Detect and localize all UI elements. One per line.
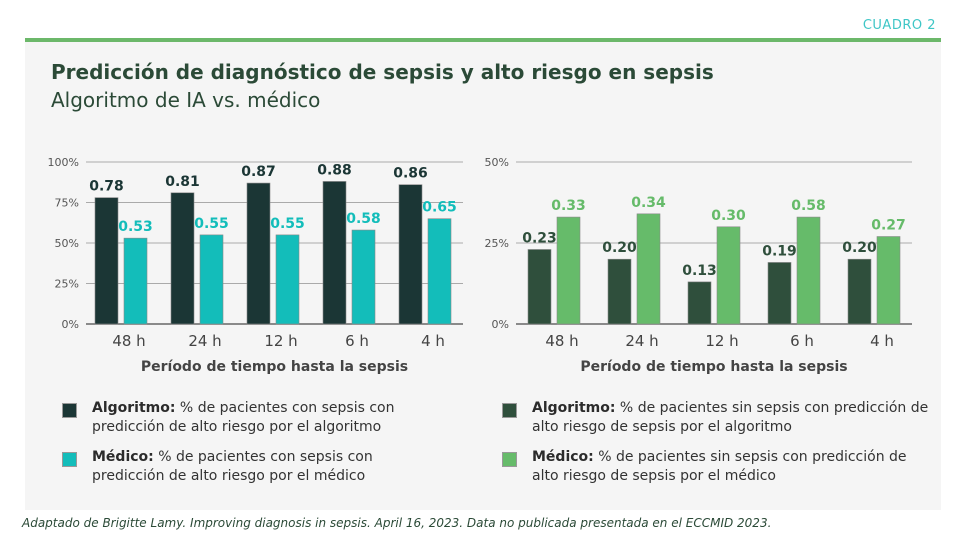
y-tick-label: 0% [492, 318, 509, 331]
x-tick-label: 48 h [112, 332, 145, 350]
source-note: Adaptado de Brigitte Lamy. Improving dia… [22, 516, 772, 530]
bar-algoritmo [246, 182, 271, 325]
bar-medico [351, 229, 376, 325]
bar-medico [275, 234, 300, 325]
bar-medico [199, 234, 224, 325]
legend-swatch [62, 452, 77, 467]
data-label: 0.58 [791, 198, 826, 214]
data-label: 0.34 [631, 195, 666, 211]
legend-item-medico: Médico: % de pacientes con sepsis con pr… [62, 448, 432, 486]
bar-algoritmo [398, 184, 423, 325]
data-label: 0.27 [871, 218, 906, 234]
chart-left-sepsis: 0% 25% 50% 75% 100% 0.78 0.53 48 h 0.81 0.55 24 h 0… [48, 156, 463, 375]
bar-algoritmo [170, 192, 195, 325]
y-tick-label: 50% [55, 237, 79, 250]
bar-medico [123, 237, 148, 325]
data-label: 0.81 [165, 174, 200, 190]
data-label: 0.23 [522, 230, 557, 246]
legend-swatch [62, 403, 77, 418]
x-axis-title: Período de tiempo hasta la sepsis [580, 359, 847, 375]
data-label: 0.87 [241, 164, 276, 180]
data-label: 0.78 [89, 179, 124, 195]
x-tick-label: 24 h [188, 332, 221, 350]
legend-swatch [502, 452, 517, 467]
bar-algoritmo [847, 258, 872, 325]
figure-title: Predicción de diagnóstico de sepsis y al… [51, 60, 714, 84]
x-tick-label: 6 h [790, 332, 814, 350]
bar-medico [716, 226, 741, 325]
y-tick-label: 0% [62, 318, 79, 331]
bar-algoritmo [767, 262, 792, 325]
bar-algoritmo [527, 249, 552, 325]
data-label: 0.86 [393, 166, 428, 182]
bar-medico [796, 216, 821, 325]
y-tick-label: 100% [48, 156, 79, 169]
bar-algoritmo [322, 181, 347, 325]
figure-tag: CUADRO 2 [862, 18, 936, 33]
data-label: 0.20 [842, 240, 877, 256]
bar-algoritmo [687, 281, 712, 325]
bar-medico [556, 216, 581, 325]
legend-right: Algoritmo: % de pacientes sin sepsis con… [502, 399, 932, 497]
bar-medico [876, 236, 901, 325]
y-tick-label: 25% [485, 237, 509, 250]
data-label: 0.20 [602, 240, 637, 256]
data-label: 0.33 [551, 198, 586, 214]
bar-algoritmo [94, 197, 119, 325]
x-tick-label: 4 h [421, 332, 445, 350]
x-tick-label: 12 h [264, 332, 297, 350]
x-tick-label: 48 h [545, 332, 578, 350]
bar-medico [427, 218, 452, 325]
x-tick-label: 24 h [625, 332, 658, 350]
legend-item-algoritmo: Algoritmo: % de pacientes sin sepsis con… [502, 399, 932, 437]
data-label: 0.55 [194, 216, 229, 232]
data-label: 0.88 [317, 162, 352, 178]
legend-swatch [502, 403, 517, 418]
figure-subtitle: Algoritmo de IA vs. médico [51, 88, 321, 112]
data-label: 0.65 [422, 200, 457, 216]
x-tick-label: 6 h [345, 332, 369, 350]
chart-right-no-sepsis: 0% 25% 50% 0.23 0.33 48 h 0.20 0.34 24 h 0.13 0.30… [485, 156, 912, 375]
legend-left: Algoritmo: % de pacientes con sepsis con… [62, 399, 432, 497]
legend-item-algoritmo: Algoritmo: % de pacientes con sepsis con… [62, 399, 432, 437]
data-label: 0.58 [346, 211, 381, 227]
accent-bar [25, 38, 941, 42]
data-label: 0.30 [711, 208, 746, 224]
data-label: 0.53 [118, 219, 153, 235]
y-tick-label: 75% [55, 197, 79, 210]
y-tick-label: 25% [55, 278, 79, 291]
y-tick-label: 50% [485, 156, 509, 169]
data-label: 0.19 [762, 243, 797, 259]
legend-item-medico: Médico: % de pacientes sin sepsis con pr… [502, 448, 932, 486]
bar-medico [636, 213, 661, 325]
x-axis-title: Período de tiempo hasta la sepsis [141, 359, 408, 375]
data-label: 0.13 [682, 263, 717, 279]
bar-algoritmo [607, 258, 632, 325]
x-tick-label: 12 h [705, 332, 738, 350]
data-label: 0.55 [270, 216, 305, 232]
x-tick-label: 4 h [870, 332, 894, 350]
